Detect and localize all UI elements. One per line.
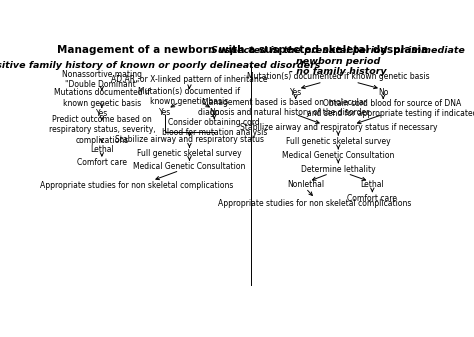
Text: Management of a newborn with a suspected skeletal dysplasia: Management of a newborn with a suspected… [57,45,428,55]
Text: Suspected in the prenatal period  or immediate
newborn period
- no family histor: Suspected in the prenatal period or imme… [211,46,465,76]
Text: positive family history of known or poorly delineated disorders: positive family history of known or poor… [0,61,321,69]
Text: Medical Genetic Consultation: Medical Genetic Consultation [133,162,246,171]
Text: No: No [378,88,388,96]
Text: Lethal: Lethal [90,145,114,154]
Text: Mutation(s) documented if known genetic basis: Mutation(s) documented if known genetic … [247,72,429,81]
Text: Mutations documented if
known genetic basis: Mutations documented if known genetic ba… [54,89,150,108]
Text: Nonlethal: Nonlethal [287,180,324,189]
Text: Stabilize airway and respiratory status: Stabilize airway and respiratory status [115,135,264,144]
Text: Obtain cord blood for source of DNA
and send for appropriate testing if indicate: Obtain cord blood for source of DNA and … [307,98,474,118]
Text: Medical Genetic Consultation: Medical Genetic Consultation [282,151,394,160]
Text: Comfort care: Comfort care [347,194,397,203]
Text: Yes: Yes [96,109,108,118]
Text: AD,AR, or X-linked pattern of inheritance: AD,AR, or X-linked pattern of inheritanc… [111,75,268,84]
Text: Management based is based on  molecular
diagnosis and natural history of the dis: Management based is based on molecular d… [198,98,370,117]
Text: Full genetic skeletal survey: Full genetic skeletal survey [286,137,391,146]
Text: Yes: Yes [290,88,302,96]
Text: Mutation(s) documented if
known genetic basis: Mutation(s) documented if known genetic … [138,87,240,106]
Text: Appropriate studies for non skeletal complications: Appropriate studies for non skeletal com… [219,199,412,208]
Text: Yes: Yes [159,108,172,117]
Text: No: No [209,108,219,117]
Text: Lethal: Lethal [360,180,384,189]
Text: Determine lethality: Determine lethality [301,164,375,174]
Text: Comfort care: Comfort care [77,158,127,167]
Text: Consider obtaining cord
blood for mutation analysis: Consider obtaining cord blood for mutati… [162,118,267,137]
Text: Predict outcome based on
respiratory status, severity,
complications: Predict outcome based on respiratory sta… [48,115,155,145]
Text: Nonassortive mating
"Double Dominant": Nonassortive mating "Double Dominant" [62,70,142,89]
Text: Appropriate studies for non skeletal complications: Appropriate studies for non skeletal com… [40,181,233,190]
Text: Full genetic skeletal survey: Full genetic skeletal survey [137,149,242,158]
Text: Stabilize airway and respiratory status if necessary: Stabilize airway and respiratory status … [239,123,437,132]
